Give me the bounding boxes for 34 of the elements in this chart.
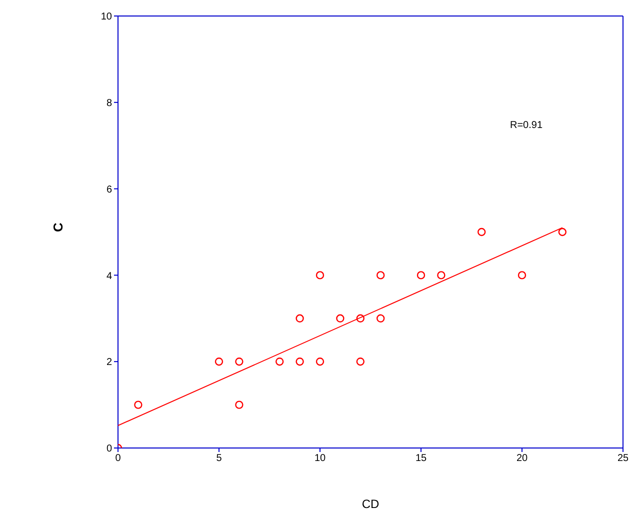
point	[214, 358, 224, 366]
annotation: R=0.91	[510, 120, 543, 131]
y-tick-label: 4	[106, 270, 112, 282]
x-tick-label: 25	[617, 453, 629, 464]
point	[376, 271, 385, 280]
point	[356, 314, 364, 322]
point	[376, 314, 385, 322]
point	[235, 358, 244, 366]
point	[356, 358, 364, 366]
point	[558, 228, 566, 236]
point	[316, 271, 324, 280]
point	[416, 271, 426, 280]
x-tick-label: 0	[115, 453, 122, 464]
x-tick-label: 15	[415, 453, 427, 464]
point	[296, 358, 304, 366]
point	[316, 358, 324, 366]
point	[336, 314, 344, 322]
point	[235, 400, 244, 409]
y-tick-label: 10	[100, 12, 112, 23]
y-axis-title: C	[50, 222, 66, 232]
x-tick-label: 5	[216, 453, 222, 464]
x-axis-title: CD	[362, 497, 380, 511]
y-tick-label: 0	[106, 444, 112, 455]
y-tick-label: 2	[106, 357, 112, 368]
point	[437, 271, 446, 280]
point	[296, 314, 304, 322]
x-tick-label: 20	[516, 453, 528, 464]
point	[276, 358, 284, 366]
y-tick-label: 8	[106, 98, 112, 109]
point	[478, 228, 486, 236]
point	[134, 400, 142, 409]
x-tick-label: 10	[314, 453, 326, 464]
y-tick-label: 6	[106, 184, 112, 196]
point	[518, 271, 526, 280]
